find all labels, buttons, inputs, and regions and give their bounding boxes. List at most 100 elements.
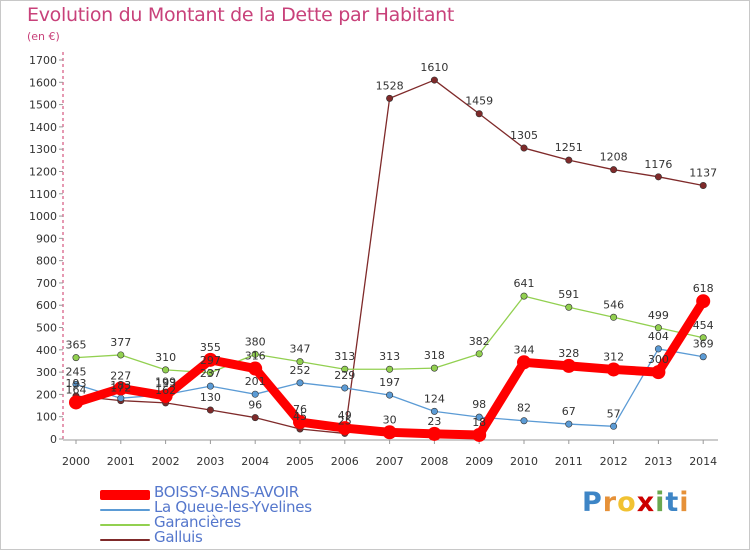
data-point: [654, 345, 662, 353]
data-label: 1208: [600, 151, 628, 164]
data-point: [341, 384, 349, 392]
chart-subtitle: (en €): [27, 30, 60, 43]
data-label: 546: [603, 298, 624, 311]
data-point: [203, 352, 218, 367]
data-label: 316: [245, 350, 266, 363]
data-point: [206, 369, 214, 377]
data-label: 245: [66, 365, 87, 378]
data-label: 347: [290, 343, 311, 356]
data-label: 312: [603, 350, 624, 363]
data-label: 369: [693, 338, 714, 351]
data-label: 1305: [510, 129, 538, 142]
y-tick-label: 400: [36, 344, 57, 357]
x-tick-label: 2002: [152, 455, 180, 468]
data-label: 201: [245, 375, 266, 388]
data-label: 30: [383, 413, 397, 426]
data-label: 57: [607, 407, 621, 420]
data-point: [248, 361, 263, 376]
data-point: [296, 358, 304, 366]
data-label: 355: [200, 341, 221, 354]
data-label: 172: [110, 382, 131, 395]
legend-swatch-galluis: [100, 539, 150, 541]
y-tick-label: 500: [36, 322, 57, 335]
x-tick-label: 2006: [331, 455, 359, 468]
data-point: [427, 426, 442, 441]
data-label: 199: [155, 376, 176, 389]
data-label: 237: [200, 367, 221, 380]
data-label: 297: [200, 354, 221, 367]
y-tick-label: 200: [36, 388, 57, 401]
data-point: [251, 414, 259, 422]
data-point: [520, 417, 528, 425]
y-tick-label: 1500: [29, 99, 57, 112]
data-label: 318: [424, 349, 445, 362]
data-label: 23: [427, 415, 441, 428]
y-tick-label: 1600: [29, 76, 57, 89]
chart-title: Evolution du Montant de la Dette par Hab…: [27, 4, 455, 26]
data-label: 25: [338, 414, 352, 427]
data-point: [606, 362, 621, 377]
x-tick-label: 2009: [465, 455, 493, 468]
logo-letter: t: [665, 487, 680, 518]
data-label: 380: [245, 335, 266, 348]
legend-swatch-boissy: [100, 490, 150, 500]
x-tick-label: 2005: [286, 455, 314, 468]
data-label: 310: [155, 351, 176, 364]
data-point: [206, 382, 214, 390]
logo-letter: P: [582, 487, 603, 518]
legend-label-garancieres: Garancières: [154, 513, 241, 531]
data-label: 454: [693, 319, 714, 332]
logo-letter: x: [636, 487, 656, 518]
data-point: [117, 394, 125, 402]
data-label: 404: [648, 330, 669, 343]
data-label: 162: [155, 384, 176, 397]
x-tick-label: 2010: [510, 455, 538, 468]
data-label: 1176: [644, 158, 672, 171]
x-tick-label: 2013: [644, 455, 672, 468]
data-label: 96: [248, 399, 262, 412]
data-label: 183: [110, 379, 131, 392]
x-tick-label: 2014: [689, 455, 717, 468]
data-point: [520, 292, 528, 300]
y-tick-label: 1400: [29, 121, 57, 134]
logo-letter: i: [655, 487, 666, 518]
x-tick-label: 2000: [62, 455, 90, 468]
data-point: [382, 425, 397, 440]
y-tick-label: 1000: [29, 210, 57, 223]
data-point: [475, 350, 483, 358]
data-point: [117, 351, 125, 359]
data-label: 98: [472, 398, 486, 411]
y-tick-label: 800: [36, 255, 57, 268]
data-point: [520, 144, 528, 152]
data-point: [113, 381, 128, 396]
logo-letter: i: [679, 487, 690, 518]
data-label: 1610: [420, 61, 448, 74]
data-point: [565, 156, 573, 164]
data-point: [610, 166, 618, 174]
data-point: [72, 380, 80, 388]
legend-swatch-garancieres: [100, 524, 150, 526]
x-tick-label: 2007: [376, 455, 404, 468]
data-point: [206, 406, 214, 414]
data-label: 377: [110, 336, 131, 349]
data-label: 1459: [465, 95, 493, 108]
x-tick-label: 2004: [241, 455, 269, 468]
data-label: 641: [514, 277, 535, 290]
legend-label-boissy: BOISSY-SANS-AVOIR: [154, 483, 299, 501]
data-point: [475, 110, 483, 118]
data-label: 227: [110, 369, 131, 382]
logo-letter: r: [602, 487, 618, 518]
y-tick-label: 700: [36, 277, 57, 290]
data-label: 229: [334, 369, 355, 382]
data-label: 591: [558, 288, 579, 301]
data-point: [654, 173, 662, 181]
y-tick-label: 1300: [29, 143, 57, 156]
legend-swatch-la-queue: [100, 509, 150, 511]
data-label: 67: [562, 405, 576, 418]
data-label: 197: [379, 376, 400, 389]
data-label: 1528: [376, 79, 404, 92]
data-point: [610, 313, 618, 321]
data-point: [475, 413, 483, 421]
data-point: [430, 407, 438, 415]
